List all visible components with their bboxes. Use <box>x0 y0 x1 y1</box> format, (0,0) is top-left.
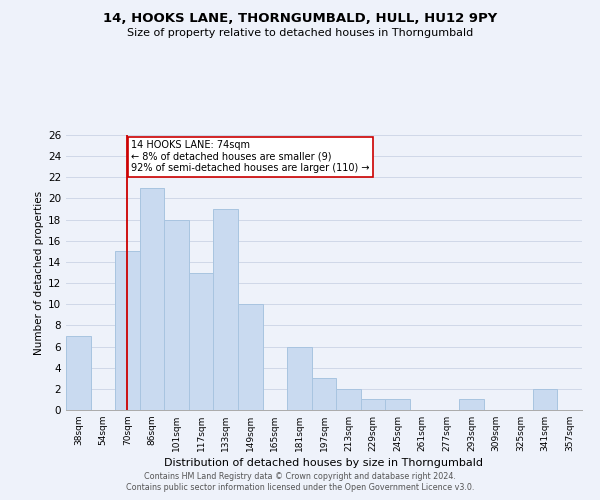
Bar <box>164 220 189 410</box>
Bar <box>533 389 557 410</box>
Bar <box>189 272 214 410</box>
Bar <box>459 400 484 410</box>
Bar <box>312 378 336 410</box>
Bar <box>140 188 164 410</box>
Bar <box>287 346 312 410</box>
Bar <box>336 389 361 410</box>
Text: 14, HOOKS LANE, THORNGUMBALD, HULL, HU12 9PY: 14, HOOKS LANE, THORNGUMBALD, HULL, HU12… <box>103 12 497 26</box>
Bar <box>361 400 385 410</box>
Y-axis label: Number of detached properties: Number of detached properties <box>34 190 44 354</box>
Bar <box>385 400 410 410</box>
Bar <box>214 209 238 410</box>
Text: Contains public sector information licensed under the Open Government Licence v3: Contains public sector information licen… <box>126 484 474 492</box>
Text: 14 HOOKS LANE: 74sqm
← 8% of detached houses are smaller (9)
92% of semi-detache: 14 HOOKS LANE: 74sqm ← 8% of detached ho… <box>131 140 370 173</box>
Text: Contains HM Land Registry data © Crown copyright and database right 2024.: Contains HM Land Registry data © Crown c… <box>144 472 456 481</box>
Text: Size of property relative to detached houses in Thorngumbald: Size of property relative to detached ho… <box>127 28 473 38</box>
Bar <box>66 336 91 410</box>
Bar <box>238 304 263 410</box>
Bar <box>115 252 140 410</box>
X-axis label: Distribution of detached houses by size in Thorngumbald: Distribution of detached houses by size … <box>164 458 484 468</box>
